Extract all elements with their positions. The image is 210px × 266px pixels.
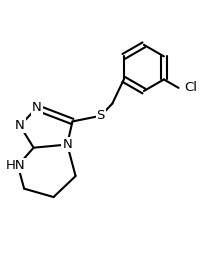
Text: Cl: Cl	[184, 81, 197, 94]
Text: N: N	[32, 101, 42, 114]
Text: N: N	[62, 138, 72, 151]
Text: N: N	[15, 119, 25, 132]
Text: HN: HN	[6, 159, 26, 172]
Text: S: S	[97, 109, 105, 122]
